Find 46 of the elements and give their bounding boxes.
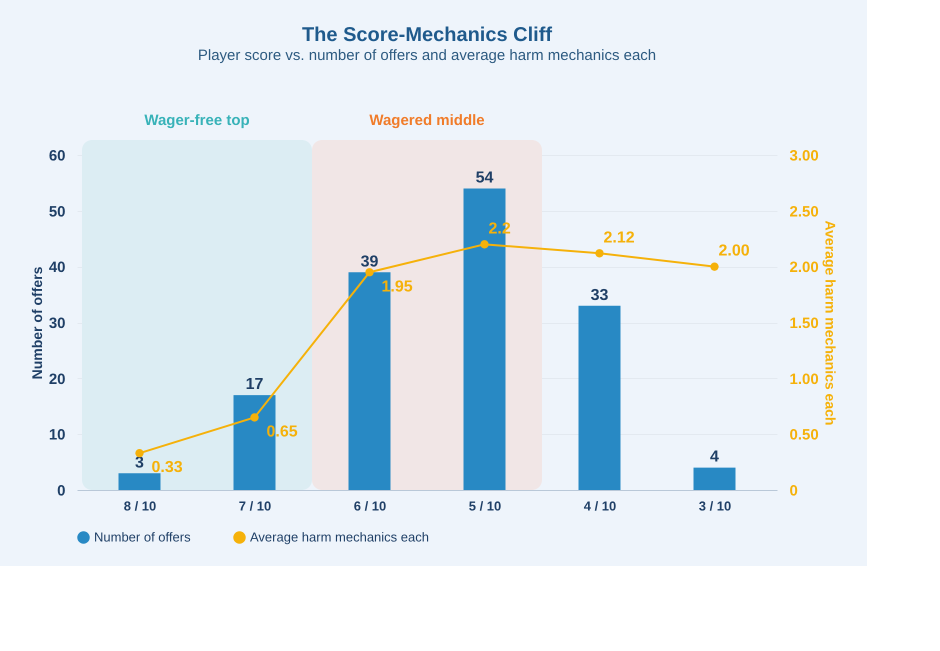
point (595, 249, 604, 258)
data-label: 2.00 (718, 242, 750, 260)
data-label: 3 (135, 454, 144, 472)
y-axis-title: Number of offers (28, 266, 45, 380)
data-label: 39 (360, 253, 378, 270)
point (250, 413, 259, 422)
data-label: 4 (710, 448, 720, 466)
y-tick-label: 60 (48, 148, 66, 164)
legend-label: Number of offers (94, 530, 192, 545)
data-label: 54 (476, 170, 494, 186)
data-label: 0.33 (152, 459, 183, 476)
y-tick-label: 0 (57, 482, 66, 500)
chart-title: The Score-Mechanics Cliff (302, 24, 552, 46)
y2-axis-title: Average harm mechanics each (822, 220, 839, 426)
point (710, 262, 719, 271)
y-tick-label: 50 (48, 203, 66, 220)
y2-tick-label: 0.50 (790, 426, 819, 444)
y-tick-label: 10 (48, 426, 66, 444)
data-label: 17 (246, 376, 264, 394)
y2-tick-label: 2.50 (790, 203, 819, 220)
x-tick-label: 6 / 10 (354, 498, 386, 514)
y-tick-label: 30 (48, 315, 66, 332)
y2-tick-label: 0 (790, 482, 798, 500)
chart-subtitle: Player score vs. number of offers and average harm mechanics each (198, 47, 656, 64)
bar (694, 468, 736, 490)
x-tick-label: 4 / 10 (584, 498, 616, 514)
data-label: 33 (590, 286, 608, 304)
bar (118, 473, 160, 490)
y2-tick-label: 2.00 (790, 259, 819, 276)
y2-tick-label: 1.00 (790, 370, 819, 388)
x-tick-label: 3 / 10 (698, 498, 732, 514)
y2-tick-label: 1.50 (790, 315, 819, 332)
x-tick-label: 7 / 10 (238, 498, 272, 514)
bar (578, 306, 620, 490)
band-label: Wagered middle (369, 112, 485, 129)
legend-label: Average harm mechanics each (250, 530, 429, 545)
y2-tick-label: 3.00 (790, 148, 819, 164)
x-tick-label: 5 / 10 (468, 498, 502, 514)
point (135, 448, 144, 458)
data-label: 2.12 (604, 229, 635, 246)
point (480, 240, 489, 249)
y-tick-label: 40 (48, 259, 66, 276)
point (365, 268, 374, 276)
y-tick-label: 20 (48, 370, 66, 388)
x-tick-label: 8 / 10 (124, 498, 156, 514)
band-label: Wager-free top (144, 112, 250, 129)
